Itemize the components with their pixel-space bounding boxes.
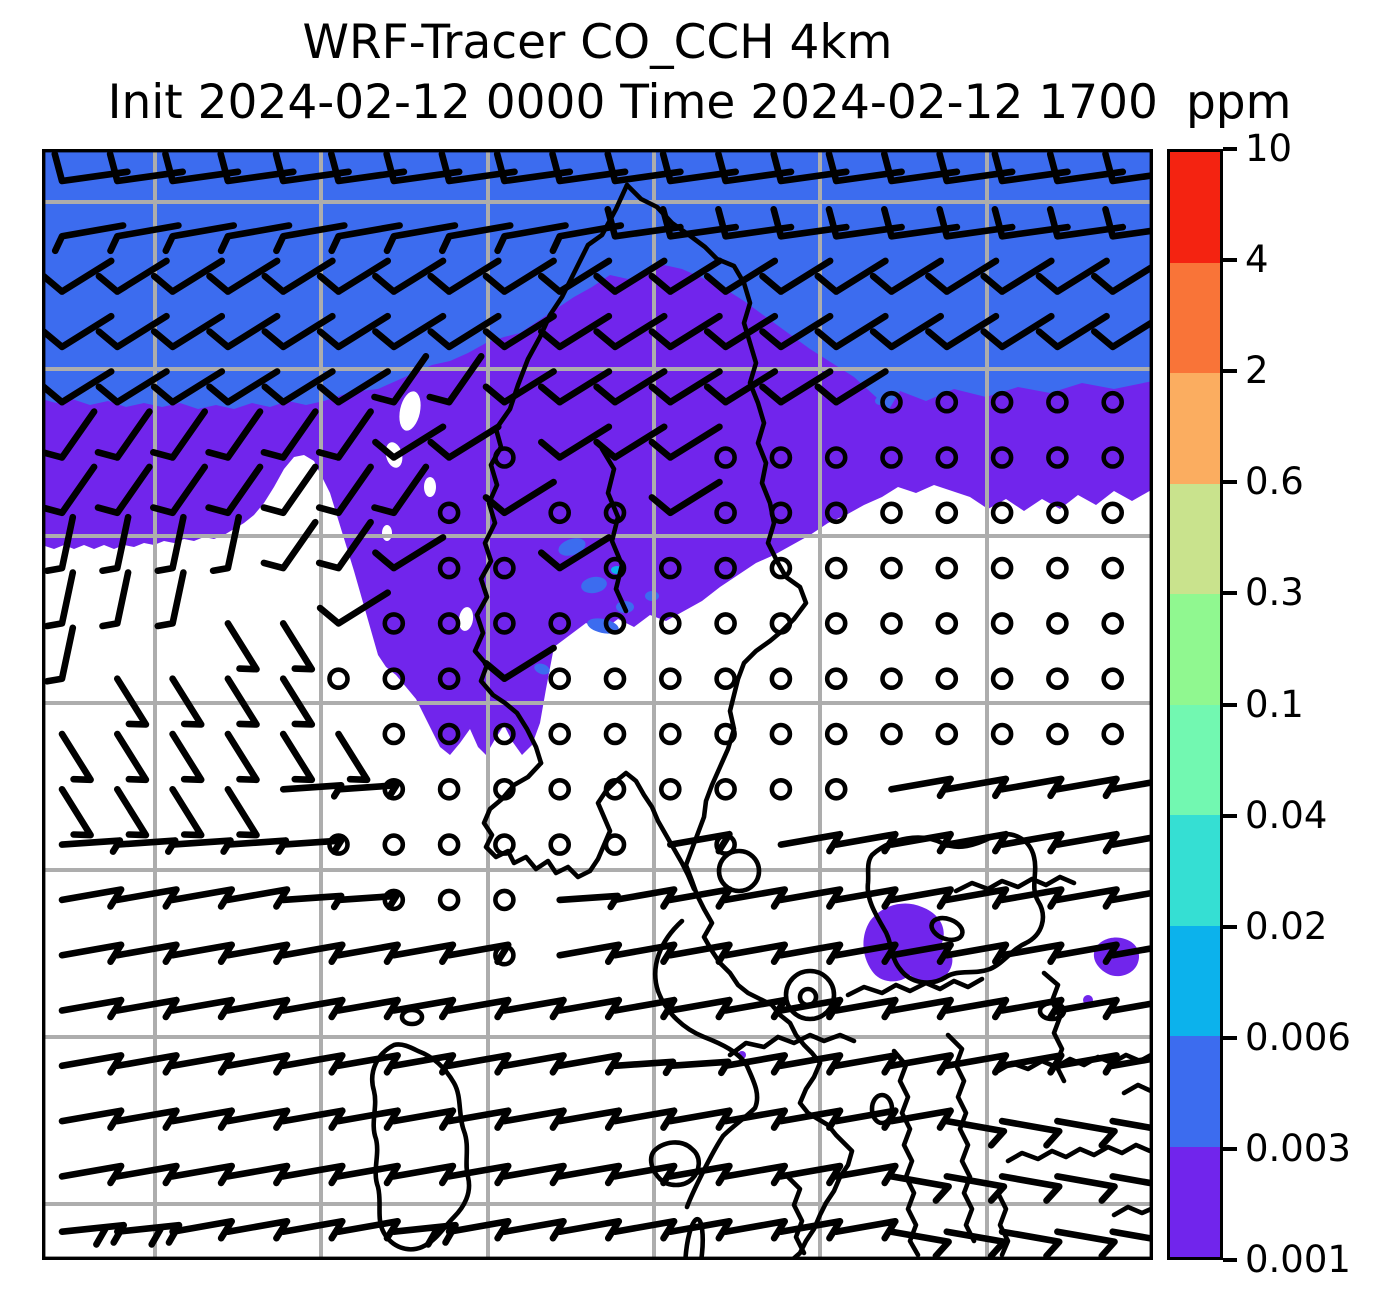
colorbar-tick-label: 0.1 <box>1245 682 1304 726</box>
colorbar-segment <box>1170 262 1220 373</box>
colorbar-tick <box>1223 1258 1237 1262</box>
map-panel <box>42 149 1153 1260</box>
colorbar-tick <box>1223 1035 1237 1040</box>
colorbar-tick-label: 2 <box>1245 349 1269 393</box>
colorbar-tick-label: 10 <box>1245 127 1293 170</box>
colorbar-tick <box>1223 813 1237 818</box>
colorbar-tick <box>1223 258 1237 263</box>
colorbar-segment <box>1170 1036 1220 1147</box>
colorbar-tick-label: 0.006 <box>1245 1015 1351 1059</box>
colorbar-tick-label: 0.003 <box>1245 1126 1351 1170</box>
colorbar-tick <box>1223 702 1237 707</box>
colorbar-tick <box>1223 591 1237 596</box>
colorbar-tick <box>1223 1146 1237 1151</box>
colorbar-segment <box>1170 925 1220 1036</box>
colorbar-tick <box>1223 924 1237 929</box>
plot-subtitle: Init 2024-02-12 0000 Time 2024-02-12 170… <box>32 75 1367 130</box>
colorbar-tick <box>1223 147 1237 151</box>
colorbar-tick <box>1223 369 1237 374</box>
colorbar-tick-label: 0.02 <box>1245 904 1328 948</box>
colorbar-segment <box>1170 594 1220 705</box>
colorbar-segment <box>1170 373 1220 484</box>
colorbar-segment <box>1170 152 1220 263</box>
colorbar-segment <box>1170 483 1220 594</box>
plot-title: WRF-Tracer CO_CCH 4km <box>302 15 893 70</box>
colorbar-segment <box>1170 1146 1220 1257</box>
map-canvas <box>42 149 1153 1260</box>
colorbar-tick-label: 0.04 <box>1245 793 1328 837</box>
init-valid-time: Init 2024-02-12 0000 Time 2024-02-12 170… <box>107 75 1158 130</box>
colorbar <box>1167 149 1223 1260</box>
units-label: ppm <box>1185 75 1292 130</box>
colorbar-segment <box>1170 815 1220 926</box>
colorbar-tick-label: 0.001 <box>1245 1238 1351 1281</box>
colorbar-segment <box>1170 704 1220 815</box>
colorbar-segments <box>1170 152 1220 1257</box>
colorbar-tick-label: 4 <box>1245 238 1269 282</box>
colorbar-tick <box>1223 480 1237 485</box>
colorbar-tick-label: 0.3 <box>1245 571 1304 615</box>
colorbar-tick-label: 0.6 <box>1245 460 1304 504</box>
